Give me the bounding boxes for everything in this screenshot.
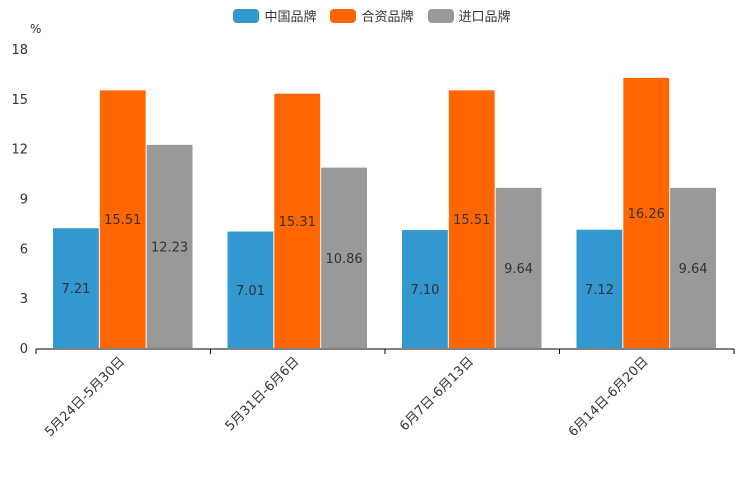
data-label: 15.31 bbox=[279, 215, 316, 230]
bar-china-brand[interactable] bbox=[402, 230, 448, 348]
y-tick-label: 9 bbox=[20, 193, 28, 208]
data-label: 12.23 bbox=[151, 240, 188, 255]
y-tick-label: 18 bbox=[11, 43, 28, 58]
bar-imported-brand[interactable] bbox=[321, 167, 367, 348]
bar-imported-brand[interactable] bbox=[495, 187, 542, 348]
legend-item-china-brand[interactable]: 中国品牌 bbox=[233, 6, 316, 25]
bar-joint-venture-brand[interactable] bbox=[623, 77, 670, 349]
legend-label-joint-venture-brand: 合资品牌 bbox=[361, 10, 414, 25]
bar-china-brand[interactable] bbox=[53, 228, 99, 348]
bar-imported-brand[interactable] bbox=[146, 144, 193, 348]
legend-label-china-brand: 中国品牌 bbox=[264, 10, 317, 25]
x-tick-label: 5月31日-6月6日 bbox=[223, 354, 303, 434]
legend-swatch-china-brand bbox=[233, 8, 260, 23]
bar-china-brand[interactable] bbox=[227, 231, 274, 348]
y-tick-label: 3 bbox=[20, 292, 28, 307]
x-tick-label: 6月7日-6月13日 bbox=[397, 354, 477, 434]
y-axis-unit: % bbox=[30, 22, 41, 36]
bar-china-brand[interactable] bbox=[576, 229, 623, 348]
data-label: 15.51 bbox=[104, 213, 141, 228]
bar-joint-venture-brand[interactable] bbox=[99, 90, 146, 348]
legend-item-joint-venture-brand[interactable]: 合资品牌 bbox=[330, 6, 414, 25]
bar-joint-venture-brand[interactable] bbox=[448, 90, 495, 348]
data-label: 9.64 bbox=[504, 262, 533, 277]
data-label: 9.64 bbox=[679, 262, 708, 277]
data-label: 10.86 bbox=[325, 252, 362, 267]
y-tick-label: 0 bbox=[20, 342, 28, 357]
x-tick-label: 6月14日-6月20日 bbox=[566, 354, 652, 440]
legend-item-imported-brand[interactable]: 进口品牌 bbox=[427, 6, 511, 25]
legend: 中国品牌 合资品牌 进口品牌 bbox=[0, 6, 744, 25]
data-label: 7.01 bbox=[236, 284, 265, 299]
legend-swatch-joint-venture-brand bbox=[330, 8, 357, 23]
data-label: 16.26 bbox=[628, 207, 665, 222]
y-tick-label: 15 bbox=[11, 93, 28, 108]
data-label: 7.10 bbox=[410, 283, 439, 298]
y-tick-label: 12 bbox=[11, 143, 28, 158]
data-label: 7.12 bbox=[585, 283, 614, 298]
y-tick-label: 6 bbox=[20, 242, 28, 257]
data-label: 15.51 bbox=[453, 213, 490, 228]
legend-label-imported-brand: 进口品牌 bbox=[458, 10, 511, 25]
data-label: 7.21 bbox=[61, 282, 90, 297]
bar-joint-venture-brand[interactable] bbox=[274, 93, 321, 348]
bar-imported-brand[interactable] bbox=[670, 187, 716, 348]
legend-swatch-imported-brand bbox=[427, 8, 454, 23]
x-tick-label: 5月24日-5月30日 bbox=[42, 354, 128, 440]
